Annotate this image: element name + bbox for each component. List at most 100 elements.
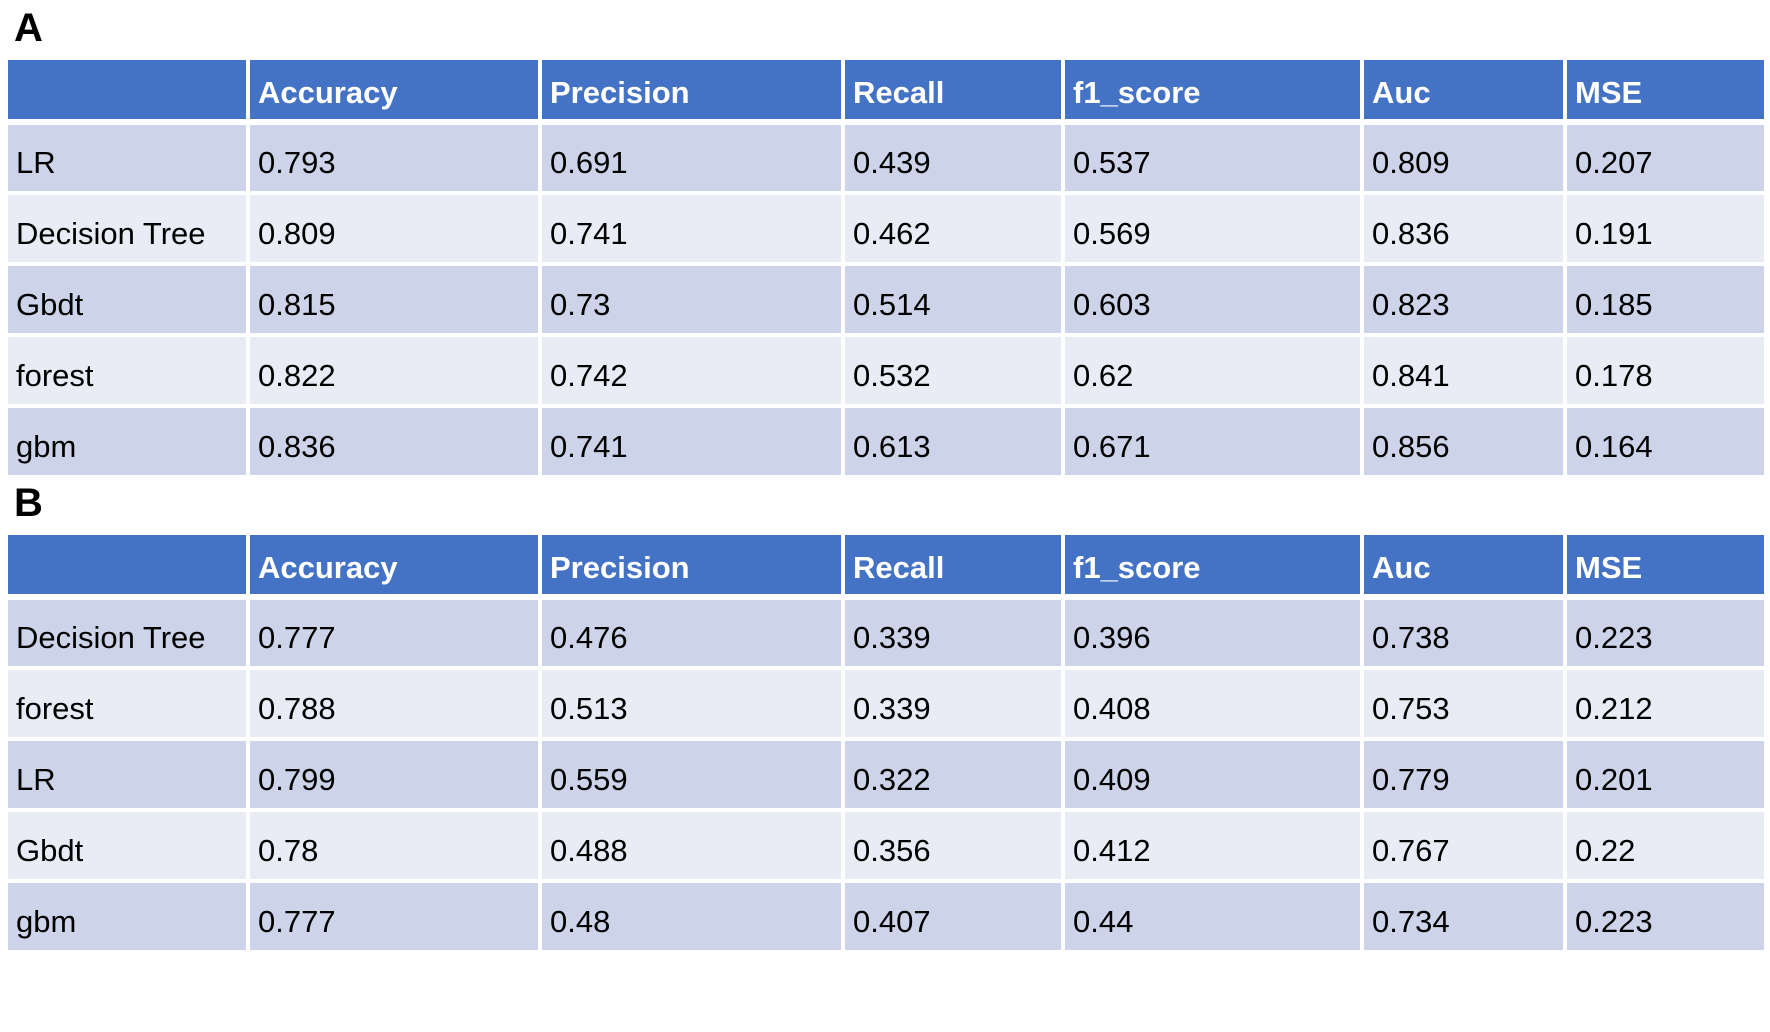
metric-cell: 0.741 [538, 404, 845, 479]
metric-cell: 0.207 [1563, 120, 1768, 195]
metric-cell: 0.62 [1061, 333, 1364, 408]
metric-cell: 0.164 [1563, 404, 1768, 479]
metric-cell: 0.603 [1061, 262, 1364, 337]
column-header: Recall [841, 56, 1065, 125]
metric-cell: 0.753 [1360, 666, 1567, 741]
corner-header-cell [4, 56, 250, 125]
metric-cell: 0.738 [1360, 595, 1567, 670]
metric-cell: 0.793 [246, 120, 542, 195]
column-header: f1_score [1061, 56, 1364, 125]
metric-cell: 0.409 [1061, 737, 1364, 812]
metric-cell: 0.73 [538, 262, 845, 337]
metric-cell: 0.178 [1563, 333, 1768, 408]
table-row: LR 0.793 0.691 0.439 0.537 0.809 0.207 [4, 120, 1768, 195]
metric-cell: 0.356 [841, 808, 1065, 883]
metric-cell: 0.412 [1061, 808, 1364, 883]
metric-cell: 0.48 [538, 879, 845, 954]
panel-a: A Accuracy Precision Recall f1_score Auc MSE … [0, 6, 1770, 479]
column-header: Accuracy [246, 56, 542, 125]
metric-cell: 0.514 [841, 262, 1065, 337]
metric-cell: 0.408 [1061, 666, 1364, 741]
metric-cell: 0.777 [246, 595, 542, 670]
row-label: gbm [4, 879, 250, 954]
metric-cell: 0.836 [246, 404, 542, 479]
metric-cell: 0.396 [1061, 595, 1364, 670]
column-header: Precision [538, 56, 845, 125]
metric-cell: 0.742 [538, 333, 845, 408]
metric-cell: 0.779 [1360, 737, 1567, 812]
metric-cell: 0.223 [1563, 595, 1768, 670]
row-label: Decision Tree [4, 595, 250, 670]
column-header: Auc [1360, 56, 1567, 125]
metric-cell: 0.532 [841, 333, 1065, 408]
metric-cell: 0.691 [538, 120, 845, 195]
row-label: LR [4, 737, 250, 812]
row-label: Gbdt [4, 262, 250, 337]
metric-cell: 0.322 [841, 737, 1065, 812]
column-header: Recall [841, 531, 1065, 600]
table-row: Gbdt 0.815 0.73 0.514 0.603 0.823 0.185 [4, 262, 1768, 337]
table-row: gbm 0.836 0.741 0.613 0.671 0.856 0.164 [4, 404, 1768, 479]
metric-cell: 0.559 [538, 737, 845, 812]
metric-cell: 0.799 [246, 737, 542, 812]
metric-cell: 0.513 [538, 666, 845, 741]
row-label: Gbdt [4, 808, 250, 883]
metric-cell: 0.809 [246, 191, 542, 266]
row-label: Decision Tree [4, 191, 250, 266]
row-label: LR [4, 120, 250, 195]
metric-cell: 0.836 [1360, 191, 1567, 266]
header-row: Accuracy Precision Recall f1_score Auc MSE [4, 56, 1768, 125]
metric-cell: 0.44 [1061, 879, 1364, 954]
metric-cell: 0.734 [1360, 879, 1567, 954]
header-row: Accuracy Precision Recall f1_score Auc MSE [4, 531, 1768, 600]
metric-cell: 0.212 [1563, 666, 1768, 741]
metric-cell: 0.476 [538, 595, 845, 670]
metric-cell: 0.815 [246, 262, 542, 337]
row-label: gbm [4, 404, 250, 479]
metric-cell: 0.339 [841, 666, 1065, 741]
table-row: Decision Tree 0.777 0.476 0.339 0.396 0.738 0.… [4, 595, 1768, 670]
metric-cell: 0.856 [1360, 404, 1567, 479]
metric-cell: 0.407 [841, 879, 1065, 954]
metric-cell: 0.185 [1563, 262, 1768, 337]
metric-cell: 0.613 [841, 404, 1065, 479]
panel-b-label: B [14, 481, 43, 525]
column-header: MSE [1563, 56, 1768, 125]
column-header: f1_score [1061, 531, 1364, 600]
table-row: gbm 0.777 0.48 0.407 0.44 0.734 0.223 [4, 879, 1768, 954]
metric-cell: 0.788 [246, 666, 542, 741]
metric-cell: 0.488 [538, 808, 845, 883]
metric-cell: 0.741 [538, 191, 845, 266]
metric-cell: 0.78 [246, 808, 542, 883]
panel-a-label: A [14, 6, 43, 50]
metric-cell: 0.201 [1563, 737, 1768, 812]
metric-cell: 0.767 [1360, 808, 1567, 883]
table-row: forest 0.822 0.742 0.532 0.62 0.841 0.178 [4, 333, 1768, 408]
metrics-table-a: Accuracy Precision Recall f1_score Auc MSE LR… [4, 56, 1768, 479]
metric-cell: 0.22 [1563, 808, 1768, 883]
metric-cell: 0.777 [246, 879, 542, 954]
metric-cell: 0.191 [1563, 191, 1768, 266]
row-label: forest [4, 666, 250, 741]
metric-cell: 0.822 [246, 333, 542, 408]
table-row: Decision Tree 0.809 0.741 0.462 0.569 0.836 0.… [4, 191, 1768, 266]
metric-cell: 0.671 [1061, 404, 1364, 479]
table-row: forest 0.788 0.513 0.339 0.408 0.753 0.212 [4, 666, 1768, 741]
metrics-table-b: Accuracy Precision Recall f1_score Auc MSE De… [4, 531, 1768, 954]
column-header: Precision [538, 531, 845, 600]
column-header: Auc [1360, 531, 1567, 600]
metric-cell: 0.439 [841, 120, 1065, 195]
column-header: Accuracy [246, 531, 542, 600]
metric-cell: 0.223 [1563, 879, 1768, 954]
metric-cell: 0.339 [841, 595, 1065, 670]
row-label: forest [4, 333, 250, 408]
column-header: MSE [1563, 531, 1768, 600]
metric-cell: 0.841 [1360, 333, 1567, 408]
metric-cell: 0.809 [1360, 120, 1567, 195]
panel-b: B Accuracy Precision Recall f1_score Auc MSE … [0, 481, 1770, 954]
metric-cell: 0.462 [841, 191, 1065, 266]
metric-cell: 0.537 [1061, 120, 1364, 195]
metric-cell: 0.823 [1360, 262, 1567, 337]
table-row: Gbdt 0.78 0.488 0.356 0.412 0.767 0.22 [4, 808, 1768, 883]
